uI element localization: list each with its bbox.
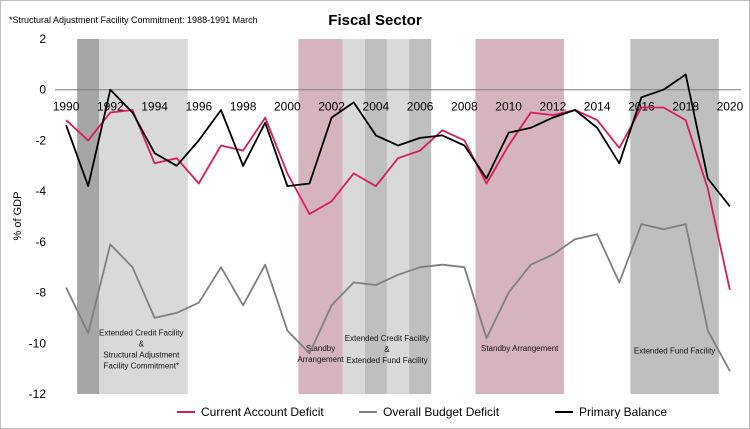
x-tick-label: 2018 xyxy=(672,100,699,114)
y-axis-label: % of GDP xyxy=(12,192,24,241)
x-tick-label: 2012 xyxy=(540,100,567,114)
annotation-line: Standby xyxy=(306,344,335,353)
annotation-line: & xyxy=(139,340,145,349)
x-tick-label: 1998 xyxy=(230,100,257,114)
y-tick-label: -4 xyxy=(35,184,46,198)
y-tick-label: -2 xyxy=(35,133,46,147)
annotation-line: Extended Fund Facility xyxy=(346,356,427,365)
shaded-period-5 xyxy=(386,39,410,394)
y-tick-label: 0 xyxy=(39,83,46,97)
shaded-period-2 xyxy=(298,39,343,394)
annotations: Extended Credit Facility & Structural Adju… xyxy=(99,329,715,371)
shaded-period-8 xyxy=(630,39,719,394)
x-tick-label: 2004 xyxy=(363,100,390,114)
series-line-current-account-deficit xyxy=(65,106,731,291)
legend-label: Overall Budget Deficit xyxy=(383,405,500,419)
x-tick-label: 2014 xyxy=(584,100,611,114)
annotation-line: Arrangement xyxy=(297,355,344,364)
annotation-line: Structural Adjustment xyxy=(103,351,180,360)
annotation-4: Extended Fund Facility xyxy=(634,346,715,355)
annotation-1: Standby Arrangement xyxy=(297,344,344,364)
shaded-period-3 xyxy=(342,39,365,394)
legend-label: Primary Balance xyxy=(579,405,667,419)
footnote: *Structural Adjustment Facility Commitme… xyxy=(9,15,258,25)
y-tick-label: -8 xyxy=(35,286,46,300)
legend-label: Current Account Deficit xyxy=(201,405,324,419)
annotation-line: Extended Credit Facility xyxy=(99,329,183,338)
x-tick-label: 2000 xyxy=(274,100,301,114)
shaded-period-1 xyxy=(99,39,188,394)
x-tick-label: 2006 xyxy=(407,100,434,114)
y-tick-label: -6 xyxy=(35,235,46,249)
x-tick-label: 2008 xyxy=(451,100,478,114)
annotation-line: & xyxy=(384,345,390,354)
y-tick-label: -12 xyxy=(29,387,47,401)
x-tick-label: 2020 xyxy=(717,100,744,114)
annotation-3: Standby Arrangement xyxy=(481,344,559,353)
y-tick-label: -10 xyxy=(29,336,47,350)
annotation-0: Extended Credit Facility & Structural Adju… xyxy=(99,329,183,371)
x-tick-label: 1996 xyxy=(185,100,212,114)
series-line-overall-budget-deficit xyxy=(65,223,731,372)
chart-title: Fiscal Sector xyxy=(328,12,422,29)
x-tick-label: 1994 xyxy=(141,100,168,114)
shaded-period-7 xyxy=(475,39,564,394)
series-line-primary-balance xyxy=(65,73,731,207)
shaded-periods xyxy=(77,39,719,394)
shaded-period-0 xyxy=(77,39,100,394)
series-lines xyxy=(65,73,731,372)
x-tick-label: 1992 xyxy=(97,100,124,114)
shaded-period-6 xyxy=(409,39,432,394)
x-tick-label: 1990 xyxy=(53,100,80,114)
x-tick-label: 2002 xyxy=(318,100,345,114)
x-tick-label: 2010 xyxy=(495,100,522,114)
annotation-line: Extended Credit Facility xyxy=(345,334,429,343)
legend: Current Account Deficit Overall Budget De… xyxy=(177,405,667,419)
y-tick-label: 2 xyxy=(39,32,46,46)
annotation-line: Facility Commitment* xyxy=(104,362,180,371)
annotation-line: Extended Fund Facility xyxy=(634,346,715,355)
annotation-2: Extended Credit Facility & Extended Fund F… xyxy=(345,334,429,365)
annotation-line: Standby Arrangement xyxy=(481,344,559,353)
